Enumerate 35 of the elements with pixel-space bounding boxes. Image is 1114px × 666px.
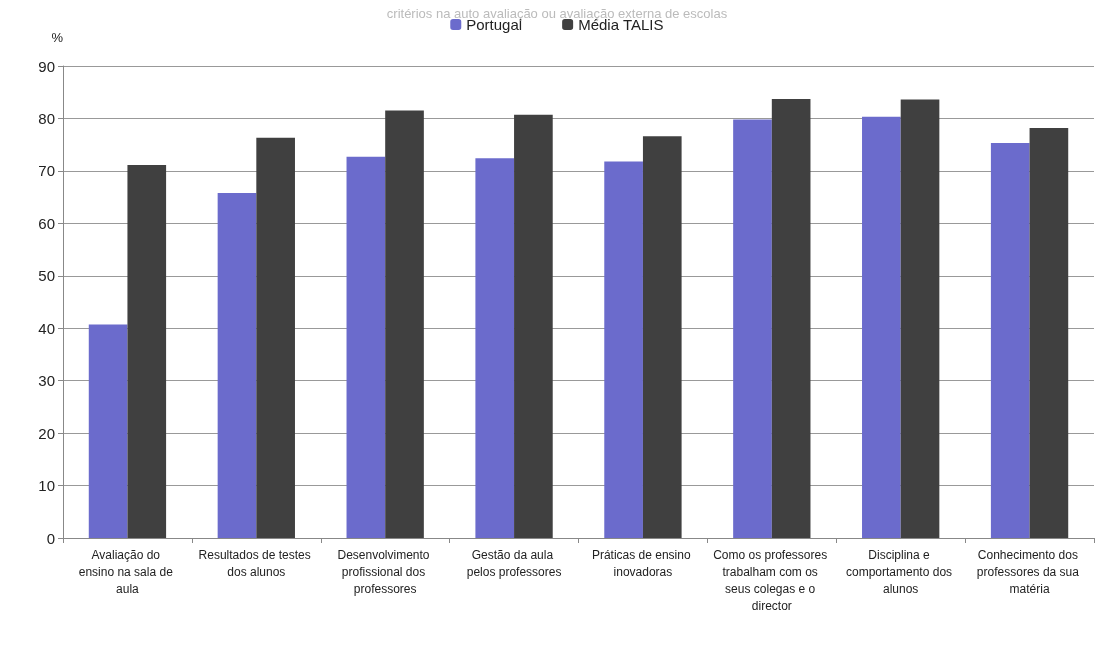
bar: [88, 324, 128, 538]
x-tick-label: Avaliação do ensino na sala de aula: [78, 547, 177, 596]
y-tick-label: 60: [38, 214, 55, 232]
y-tick-label: 80: [38, 109, 55, 127]
bar: [990, 143, 1030, 538]
x-tick-label: Disciplina e comportamento dos alunos: [845, 547, 956, 596]
bar: [514, 114, 553, 538]
y-tick-label: 90: [38, 57, 55, 75]
y-axis-title: %: [51, 30, 64, 45]
x-tick-label: Resultados de testes dos alunos: [198, 547, 315, 579]
y-tick-label: 10: [38, 477, 55, 495]
bar: [604, 161, 643, 538]
bar: [771, 99, 811, 538]
x-tick-label: Conhecimento dos professores da sua matéria: [976, 547, 1083, 596]
bar: [256, 137, 295, 538]
y-tick-label: 30: [38, 372, 55, 390]
y-tick-label: 0: [46, 529, 55, 547]
bar: [862, 116, 901, 538]
bar: [217, 192, 257, 538]
bar: [1029, 127, 1069, 538]
bar: [127, 165, 167, 538]
y-tick-label: 40: [38, 319, 55, 337]
bar: [475, 158, 515, 538]
y-tick-label: 70: [38, 162, 55, 180]
y-tick-label: 20: [38, 424, 55, 442]
x-tick-label: Como os professores trabalham com os seus colegas e o director: [713, 547, 831, 613]
bar: [385, 110, 424, 538]
x-tick-label: Gestão da aula pelos professores: [466, 547, 562, 579]
bar: [346, 156, 386, 538]
bar: [642, 136, 682, 538]
x-tick-label: Desenvolvimento profissional dos professores: [337, 547, 433, 596]
bar: [900, 99, 940, 538]
x-tick-label: Práticas de ensino inovadoras: [591, 547, 694, 579]
bar: [733, 119, 772, 538]
y-tick-label: 50: [38, 267, 55, 285]
